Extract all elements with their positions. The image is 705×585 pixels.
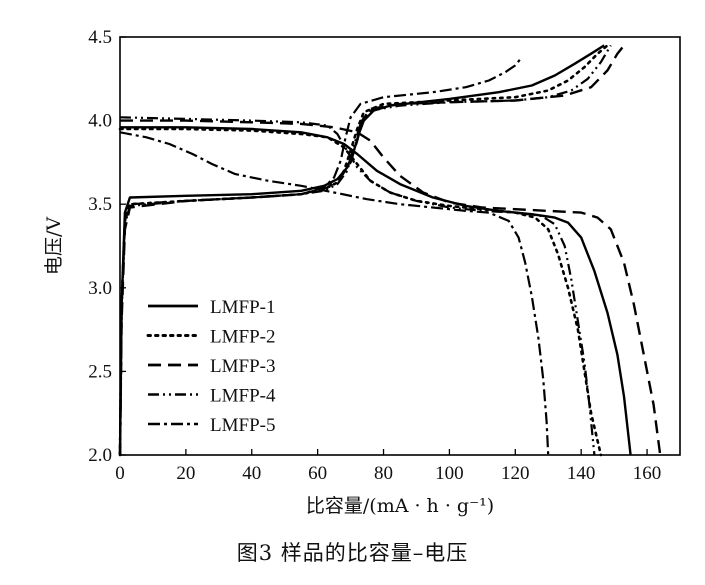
- series-lines: [118, 44, 662, 457]
- y-tick-label: 3.5: [88, 194, 112, 215]
- x-tick-label: 80: [374, 463, 393, 484]
- plot-frame: [119, 36, 681, 456]
- x-tick-label: 140: [567, 463, 596, 484]
- y-tick-label: 2.5: [88, 361, 112, 382]
- series-lmfp-5-charge-line: [118, 56, 523, 456]
- series-lmfp-2-discharge-line: [118, 127, 603, 457]
- x-tick-label: 0: [115, 463, 125, 484]
- legend-label-lmfp-3: LMFP-3: [210, 356, 275, 377]
- series-lmfp-4-discharge-line: [119, 116, 596, 456]
- y-tick-label: 3.0: [88, 278, 112, 299]
- legend: LMFP-1 LMFP-2 LMFP-3 LMFP-4 LMFP-5: [146, 297, 276, 436]
- series-lmfp-3-charge-line: [118, 44, 625, 456]
- series-lmfp-2-charge-line: [118, 44, 609, 457]
- x-tick-label: 160: [633, 463, 662, 484]
- chart: 0 20 40 60 80 100 120 140 1602.02.53.03.54.04.5 …: [43, 27, 681, 517]
- legend-label-lmfp-1: LMFP-1: [210, 297, 275, 318]
- x-tick-label: 40: [242, 463, 261, 484]
- x-axis-title: 比容量/(mA · h · g⁻¹): [306, 495, 494, 517]
- legend-label-lmfp-4: LMFP-4: [210, 386, 276, 407]
- y-tick-label: 2.0: [88, 445, 112, 466]
- y-axis-title: 电压/V: [43, 217, 65, 275]
- y-tick-label: 4.0: [88, 111, 112, 132]
- series-lmfp-1-charge-line: [118, 44, 605, 456]
- series-lmfp-1-discharge-line: [120, 126, 632, 456]
- x-tick-label: 20: [176, 463, 195, 484]
- y-tick-label: 4.5: [88, 27, 112, 48]
- x-tick-label: 100: [435, 463, 464, 484]
- series-lmfp-3-discharge-line: [120, 119, 662, 456]
- legend-label-lmfp-2: LMFP-2: [210, 327, 275, 348]
- plot-area: [119, 36, 681, 456]
- figure-caption: 图3 样品的比容量–电压: [236, 541, 469, 565]
- x-tick-label: 60: [308, 463, 327, 484]
- legend-label-lmfp-5: LMFP-5: [210, 415, 275, 436]
- series-lmfp-4-charge-line: [118, 44, 612, 456]
- axis-ticks: 0 20 40 60 80 100 120 140 160 2.0 2.5 3.0 3.5 4.0 4.5: [88, 27, 661, 484]
- x-tick-label: 120: [501, 463, 530, 484]
- series-lmfp-5-discharge-line: [119, 131, 550, 456]
